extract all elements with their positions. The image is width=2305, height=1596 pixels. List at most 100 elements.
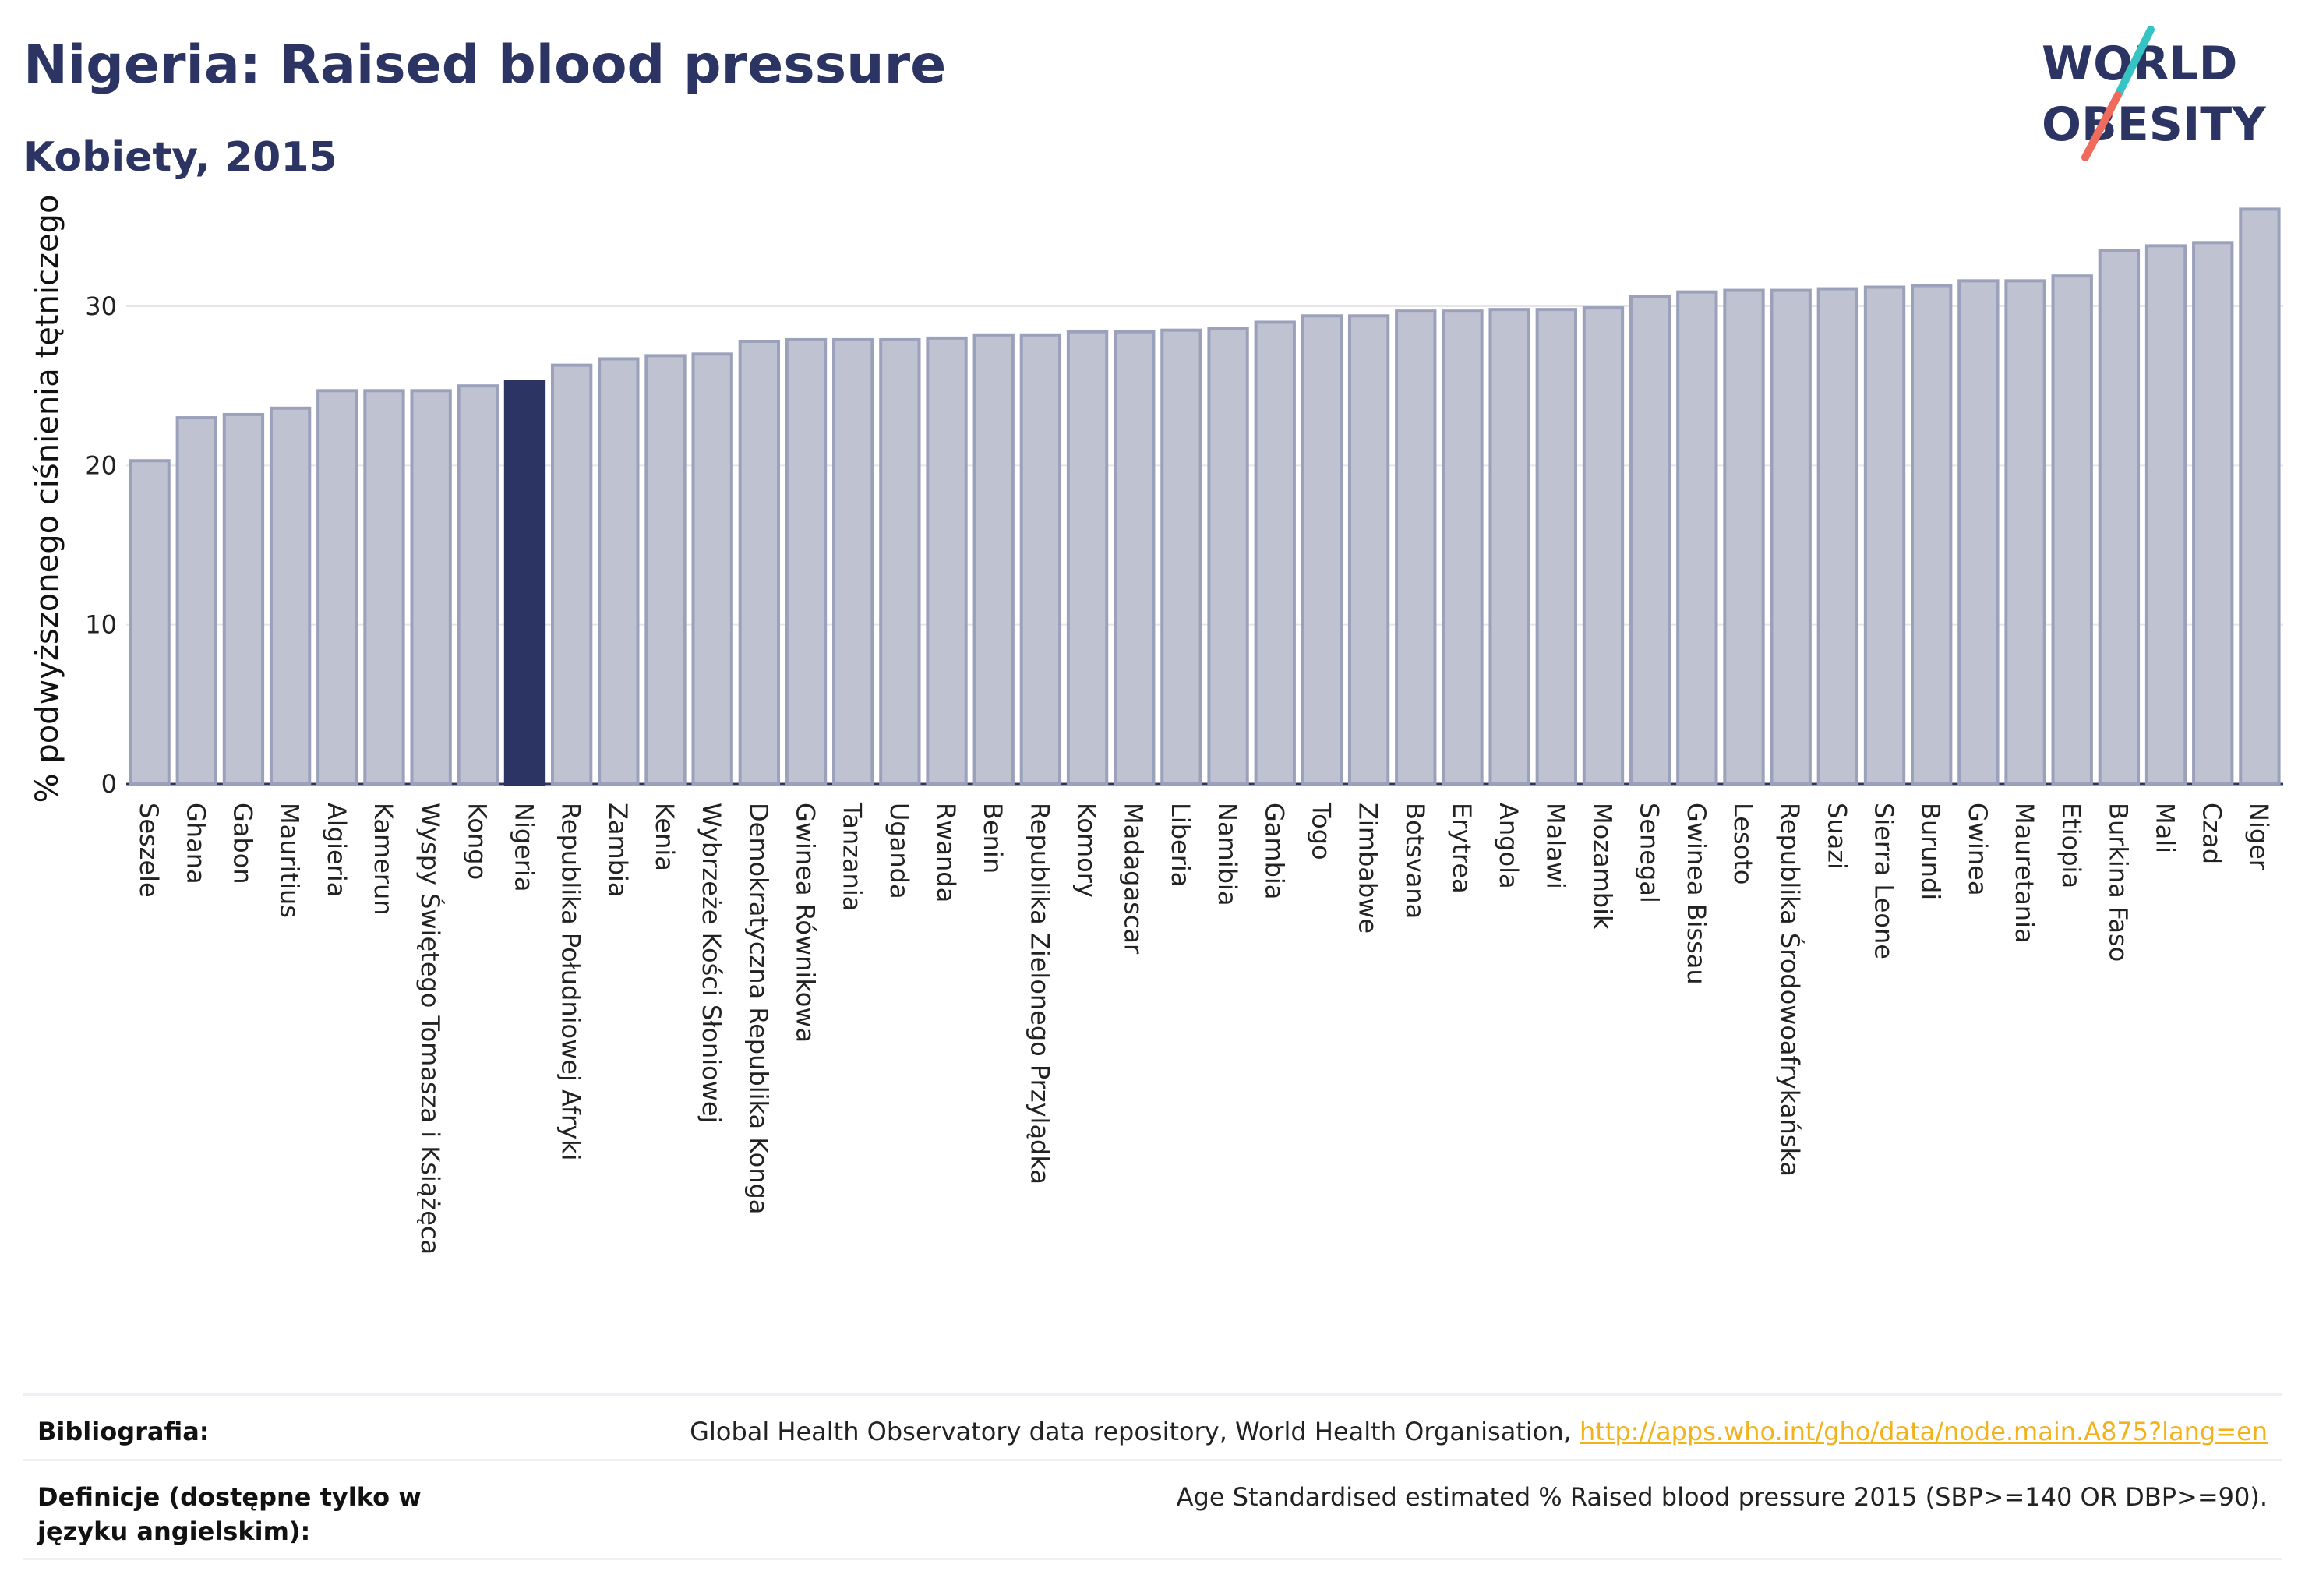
bar (1816, 287, 1859, 786)
x-tick-label: Burundi (1916, 803, 1946, 900)
x-tick-label: Etiopia (2056, 803, 2086, 888)
bar (1254, 320, 1296, 786)
x-tick-label: Erytrea (1447, 803, 1477, 894)
bar (129, 459, 171, 786)
bar (2239, 207, 2281, 786)
x-tick-label: Algieria (322, 803, 351, 897)
x-tick-label: Czad (2197, 803, 2227, 864)
x-tick-label: Mauretania (2010, 803, 2039, 944)
footer-definitions-row: Definicje (dostępne tylko w języku angie… (23, 1459, 2282, 1560)
bar (2144, 244, 2187, 786)
bar (1957, 279, 2000, 786)
bar (1347, 314, 1390, 786)
x-tick-label: Mali (2151, 803, 2180, 853)
x-tick-label: Namibia (1213, 803, 1242, 906)
bar (1160, 328, 1202, 786)
x-tick-label: Komory (1072, 803, 1102, 898)
bar-highlighted (503, 380, 546, 786)
x-tick-label: Kamerun (369, 803, 398, 916)
x-tick-label: Zambia (603, 803, 633, 898)
y-axis-label: % podwyższonego ciśnienia tętniczego (30, 195, 65, 803)
bibliography-label: Bibliografia: (37, 1417, 210, 1446)
x-tick-label: Niger (2244, 803, 2274, 870)
bar (1535, 308, 1577, 786)
x-tick-label: Gwinea Bissau (1682, 803, 1711, 985)
bar (550, 363, 593, 786)
bar (1066, 330, 1109, 786)
y-axis-ticks: 0 10 20 30 (85, 291, 117, 799)
bibliography-link[interactable]: http://apps.who.int/gho/data/node.main.A… (1579, 1417, 2268, 1446)
bar (1582, 306, 1625, 786)
bar (1114, 330, 1156, 786)
x-tick-label: Gwinea Równikowa (791, 803, 821, 1043)
x-tick-label: Lesoto (1728, 803, 1758, 885)
bars (129, 207, 2281, 786)
world-obesity-logo: WORLD OBESITY (2042, 26, 2267, 161)
x-tick-label: Benin (978, 803, 1008, 874)
bar (222, 412, 265, 786)
x-tick-label: Senegal (1635, 803, 1664, 903)
bar (1395, 309, 1437, 786)
bar (785, 337, 828, 786)
x-tick-label: Togo (1306, 802, 1336, 860)
x-tick-label: Wybrzeże Kości Słoniowej (697, 803, 726, 1123)
svg-text:OBESITY: OBESITY (2042, 97, 2267, 152)
x-tick-label: Seszele (134, 803, 164, 898)
bar (1442, 309, 1484, 786)
bar (410, 389, 452, 786)
bar (1207, 327, 1249, 786)
chart-title: Nigeria: Raised blood pressure (23, 34, 947, 96)
bar (2051, 274, 2093, 786)
x-tick-label: Liberia (1166, 803, 1195, 887)
x-tick-label: Nigeria (509, 803, 538, 892)
x-tick-label: Angola (1494, 803, 1523, 889)
bar (2004, 279, 2046, 786)
y-tick-label: 20 (85, 450, 117, 480)
bar (1629, 295, 1671, 786)
bar (1770, 288, 1812, 786)
bar (1911, 284, 1953, 786)
bar (1863, 285, 1906, 786)
bar (1019, 333, 1062, 786)
bibliography-text: Global Health Observatory data repositor… (690, 1417, 1580, 1446)
bar (926, 336, 968, 786)
x-tick-label: Mozambik (1587, 803, 1617, 930)
x-tick-label: Malawi (1541, 803, 1570, 889)
y-tick-label: 30 (85, 291, 117, 321)
definitions-value: Age Standardised estimated % Raised bloo… (1176, 1482, 2268, 1512)
bar (2098, 249, 2141, 786)
x-tick-label: Republika Południowej Afryki (556, 803, 586, 1161)
x-tick-label: Wyspy Świętego Tomasza i Książęca (415, 803, 446, 1255)
x-tick-label: Botsvana (1400, 803, 1430, 919)
y-tick-label: 10 (85, 610, 117, 640)
x-tick-label: Uganda (884, 803, 914, 899)
bar (316, 389, 358, 786)
x-tick-label: Madagascar (1119, 803, 1149, 955)
y-tick-label: 0 (101, 769, 117, 799)
bar (832, 337, 874, 786)
bar (2192, 241, 2234, 786)
bar (1676, 290, 1718, 786)
chart-subtitle: Kobiety, 2015 (23, 134, 337, 181)
x-tick-label: Sierra Leone (1869, 803, 1899, 959)
x-tick-label: Mauritius (275, 803, 305, 918)
x-tick-label: Republika Środowoafrykańska (1775, 803, 1806, 1177)
bar (363, 389, 405, 786)
x-tick-label: Zimbabwe (1354, 803, 1383, 934)
bar-chart: 0 10 20 30 Seszele Ghana Gabon Mauritius Algier… (30, 195, 2283, 1255)
bar (738, 339, 781, 786)
x-tick-label: Suazi (1822, 803, 1851, 870)
x-tick-label: Republika Zielonego Przylądka (1025, 803, 1054, 1185)
bar (879, 337, 921, 786)
x-tick-label: Gabon (228, 803, 257, 885)
bar (175, 416, 217, 786)
x-tick-label: Gambia (1259, 803, 1289, 899)
x-tick-label: Demokratyczna Republika Konga (743, 803, 773, 1214)
x-axis-ticks: Seszele Ghana Gabon Mauritius Algieria Kameru… (134, 802, 2274, 1255)
bibliography-value: Global Health Observatory data repositor… (690, 1414, 2268, 1449)
x-tick-label: Gwinea (1963, 803, 1993, 895)
x-tick-label: Rwanda (931, 803, 961, 902)
bar (691, 352, 733, 786)
x-tick-label: Burkina Faso (2103, 803, 2133, 962)
bar (457, 384, 499, 786)
